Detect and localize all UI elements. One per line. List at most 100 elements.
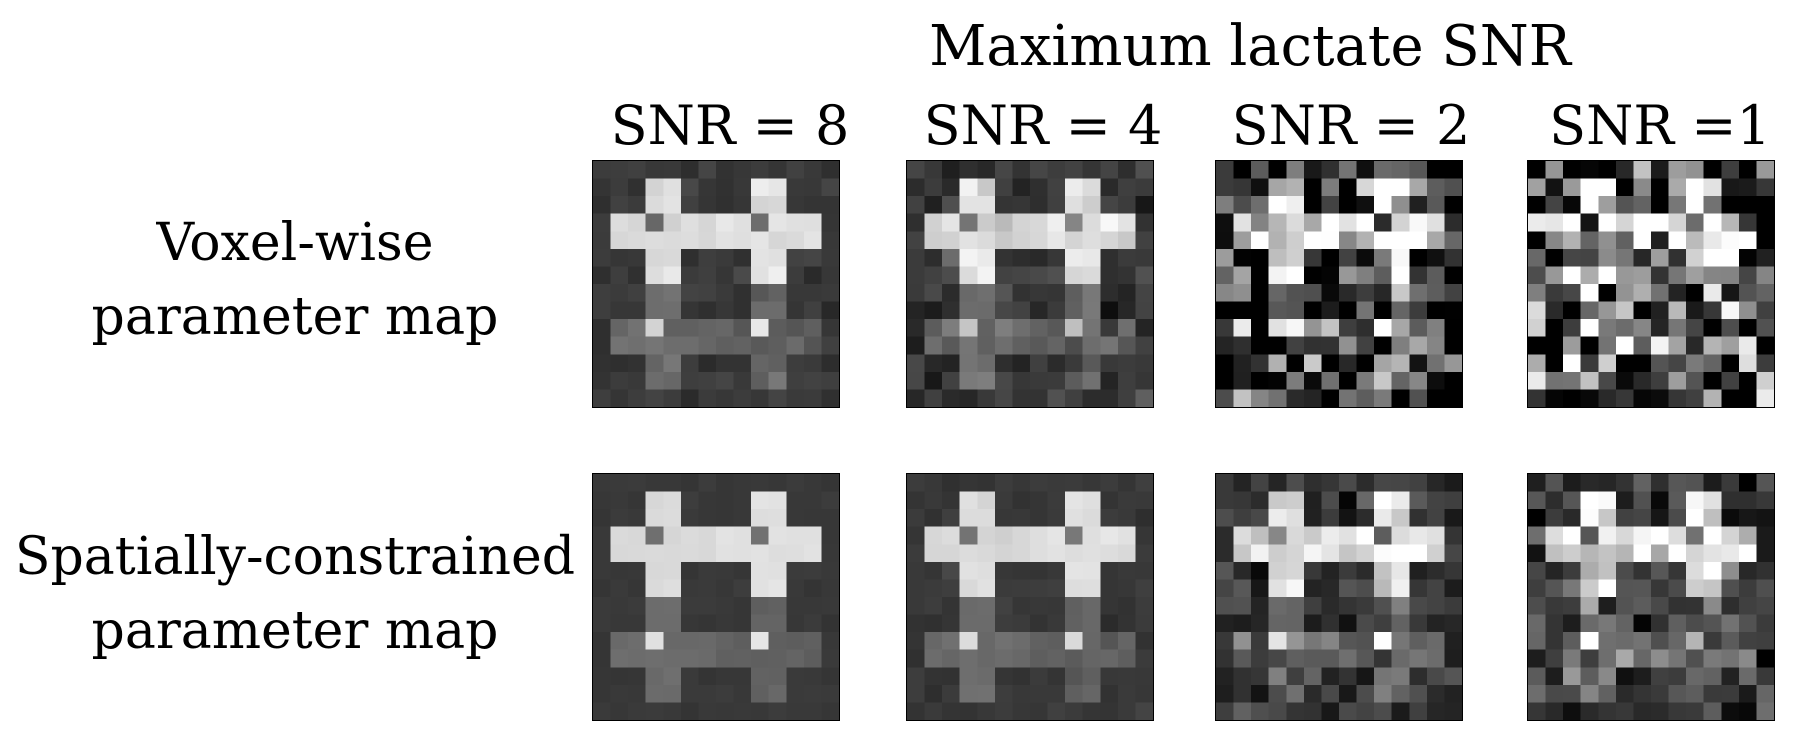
voxel	[1633, 371, 1652, 390]
voxel	[1563, 266, 1582, 285]
voxel	[1528, 614, 1546, 633]
voxel	[1233, 632, 1252, 651]
voxel	[768, 561, 787, 580]
voxel	[959, 667, 978, 686]
voxel	[1286, 336, 1305, 355]
voxel	[1339, 526, 1357, 545]
voxel	[977, 597, 996, 615]
voxel	[1030, 371, 1048, 390]
voxel	[628, 667, 647, 686]
voxel	[733, 526, 752, 545]
voxel	[1721, 544, 1740, 563]
voxel	[680, 544, 699, 563]
voxel	[1216, 702, 1234, 720]
voxel	[645, 632, 664, 651]
voxel	[628, 161, 647, 179]
voxel	[1117, 231, 1136, 250]
voxel	[1251, 284, 1270, 302]
voxel	[1030, 491, 1048, 510]
voxel	[680, 684, 699, 703]
voxel	[942, 491, 961, 510]
voxel	[1668, 389, 1687, 407]
voxel	[1409, 579, 1428, 598]
voxel	[1047, 702, 1066, 720]
voxel	[1545, 597, 1564, 615]
voxel	[1409, 684, 1428, 703]
voxel	[1065, 684, 1084, 703]
voxel	[803, 389, 822, 407]
voxel	[803, 266, 822, 285]
voxel	[1012, 248, 1031, 267]
voxel	[610, 178, 629, 197]
voxel	[1135, 702, 1153, 720]
voxel	[751, 231, 770, 250]
voxel	[1321, 509, 1340, 528]
voxel	[610, 509, 629, 528]
voxel	[1303, 196, 1322, 215]
voxel	[1444, 614, 1462, 633]
voxel	[1651, 213, 1669, 232]
voxel	[1444, 196, 1462, 215]
voxel	[1633, 649, 1652, 668]
voxel	[1356, 649, 1375, 668]
voxel	[1409, 266, 1428, 285]
voxel	[733, 266, 752, 285]
voxel	[1030, 284, 1048, 302]
voxel	[1082, 178, 1101, 197]
voxel	[803, 301, 822, 320]
voxel	[1321, 196, 1340, 215]
voxel	[1216, 649, 1234, 668]
voxel	[1100, 371, 1119, 390]
voxel	[994, 509, 1013, 528]
voxel	[1633, 632, 1652, 651]
voxel	[610, 266, 629, 285]
voxel	[1135, 667, 1153, 686]
voxel	[977, 544, 996, 563]
voxel	[803, 178, 822, 197]
voxel	[1686, 196, 1705, 215]
voxel	[1668, 597, 1687, 615]
voxel	[1268, 684, 1287, 703]
voxel	[698, 371, 717, 390]
voxel	[1703, 266, 1722, 285]
voxel	[1668, 196, 1687, 215]
voxel	[1082, 597, 1101, 615]
voxel	[1563, 509, 1582, 528]
voxel	[1268, 231, 1287, 250]
voxel	[733, 231, 752, 250]
voxel	[1303, 649, 1322, 668]
voxel	[1426, 371, 1445, 390]
voxel	[1563, 336, 1582, 355]
voxel	[1117, 684, 1136, 703]
voxel	[1030, 178, 1048, 197]
voxel	[610, 561, 629, 580]
voxel	[1598, 667, 1617, 686]
voxel	[1721, 491, 1740, 510]
voxel	[1391, 266, 1410, 285]
voxel	[1598, 248, 1617, 267]
voxel	[1065, 161, 1084, 179]
voxel	[1339, 161, 1357, 179]
voxel	[907, 231, 925, 250]
voxel	[1615, 178, 1634, 197]
voxel	[1216, 284, 1234, 302]
voxel	[821, 544, 839, 563]
voxel	[924, 248, 943, 267]
voxel	[1409, 614, 1428, 633]
voxel	[1545, 667, 1564, 686]
voxel	[768, 354, 787, 373]
voxel	[1426, 649, 1445, 668]
voxel	[1615, 544, 1634, 563]
voxel	[1444, 336, 1462, 355]
voxel	[1117, 632, 1136, 651]
voxel	[1756, 632, 1774, 651]
voxel	[698, 561, 717, 580]
voxel	[1321, 178, 1340, 197]
voxel	[1117, 491, 1136, 510]
voxel	[1426, 667, 1445, 686]
voxel	[698, 509, 717, 528]
voxel	[1065, 509, 1084, 528]
voxel	[1668, 561, 1687, 580]
voxel	[663, 474, 682, 492]
voxel	[1216, 579, 1234, 598]
